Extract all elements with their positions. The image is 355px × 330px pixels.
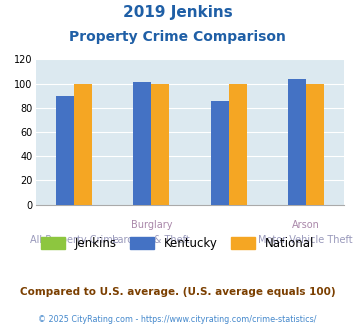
Bar	[288, 79, 306, 205]
Legend: Jenkins, Kentucky, National: Jenkins, Kentucky, National	[37, 232, 318, 255]
Bar	[74, 83, 92, 205]
Text: Motor Vehicle Theft: Motor Vehicle Theft	[258, 235, 353, 245]
Text: 2019 Jenkins: 2019 Jenkins	[122, 5, 233, 20]
Bar	[211, 101, 229, 205]
Text: © 2025 CityRating.com - https://www.cityrating.com/crime-statistics/: © 2025 CityRating.com - https://www.city…	[38, 315, 317, 324]
Bar	[306, 83, 324, 205]
Text: Property Crime Comparison: Property Crime Comparison	[69, 30, 286, 44]
Text: All Property Crime: All Property Crime	[30, 235, 119, 245]
Text: Larceny & Theft: Larceny & Theft	[113, 235, 190, 245]
Text: Burglary: Burglary	[131, 220, 172, 230]
Text: Arson: Arson	[292, 220, 320, 230]
Bar	[56, 96, 74, 205]
Bar	[151, 83, 169, 205]
Bar	[133, 82, 151, 205]
Bar	[229, 83, 246, 205]
Text: Compared to U.S. average. (U.S. average equals 100): Compared to U.S. average. (U.S. average …	[20, 287, 335, 297]
